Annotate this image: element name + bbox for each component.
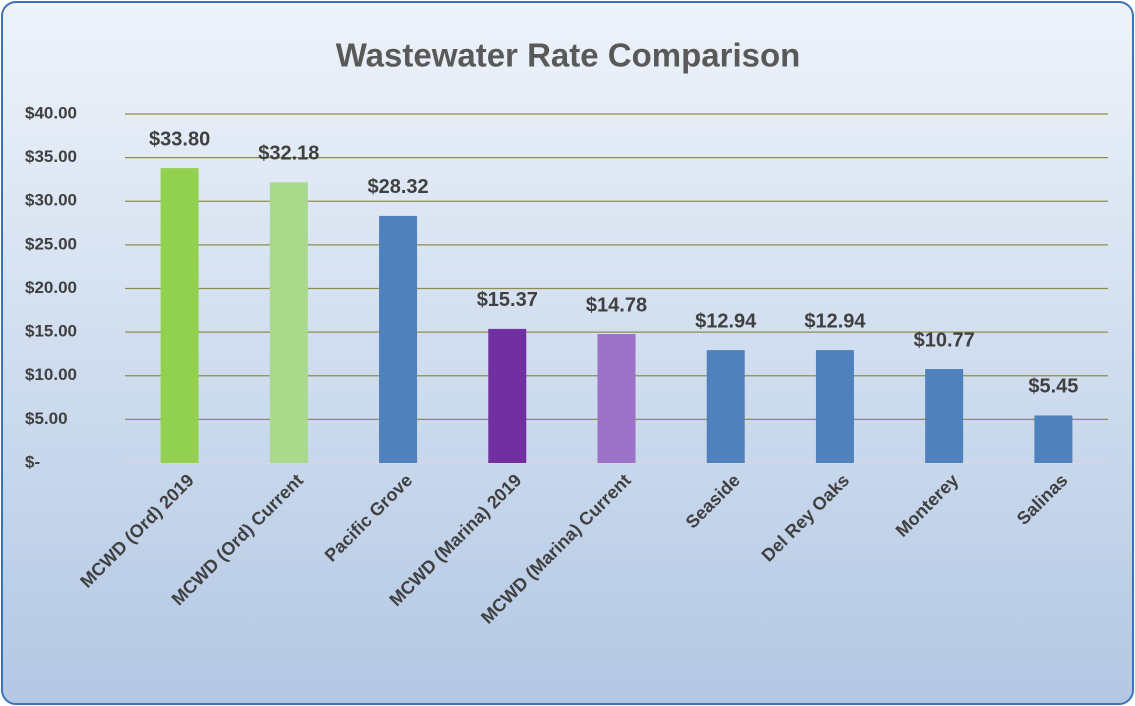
data-label: $15.37	[477, 289, 538, 311]
data-label: $10.77	[914, 329, 975, 351]
chart-title: Wastewater Rate Comparison	[336, 37, 801, 74]
bar	[160, 168, 199, 463]
data-label: $12.94	[804, 310, 866, 332]
y-tick-label: $10.00	[25, 365, 77, 384]
data-label: $5.45	[1028, 376, 1078, 398]
y-tick-label: $5.00	[25, 409, 68, 428]
bar	[706, 350, 745, 463]
data-label: $12.94	[695, 310, 757, 332]
y-tick-label: $20.00	[25, 278, 77, 297]
bar	[488, 328, 527, 463]
y-tick-label: $40.00	[25, 103, 77, 122]
bar	[379, 215, 418, 463]
bar	[269, 182, 308, 464]
y-tick-label: $35.00	[25, 147, 77, 166]
data-label: $33.80	[149, 128, 210, 150]
y-tick-label: $15.00	[25, 322, 77, 341]
bar	[597, 334, 636, 463]
bar	[1034, 415, 1073, 463]
bar	[925, 369, 964, 463]
data-label: $32.18	[258, 143, 319, 165]
data-label: $14.78	[586, 294, 647, 316]
y-tick-label: $25.00	[25, 234, 77, 253]
bar	[815, 350, 854, 463]
data-label: $28.32	[367, 176, 428, 198]
y-tick-label: $-	[25, 452, 40, 471]
y-tick-label: $30.00	[25, 191, 77, 210]
